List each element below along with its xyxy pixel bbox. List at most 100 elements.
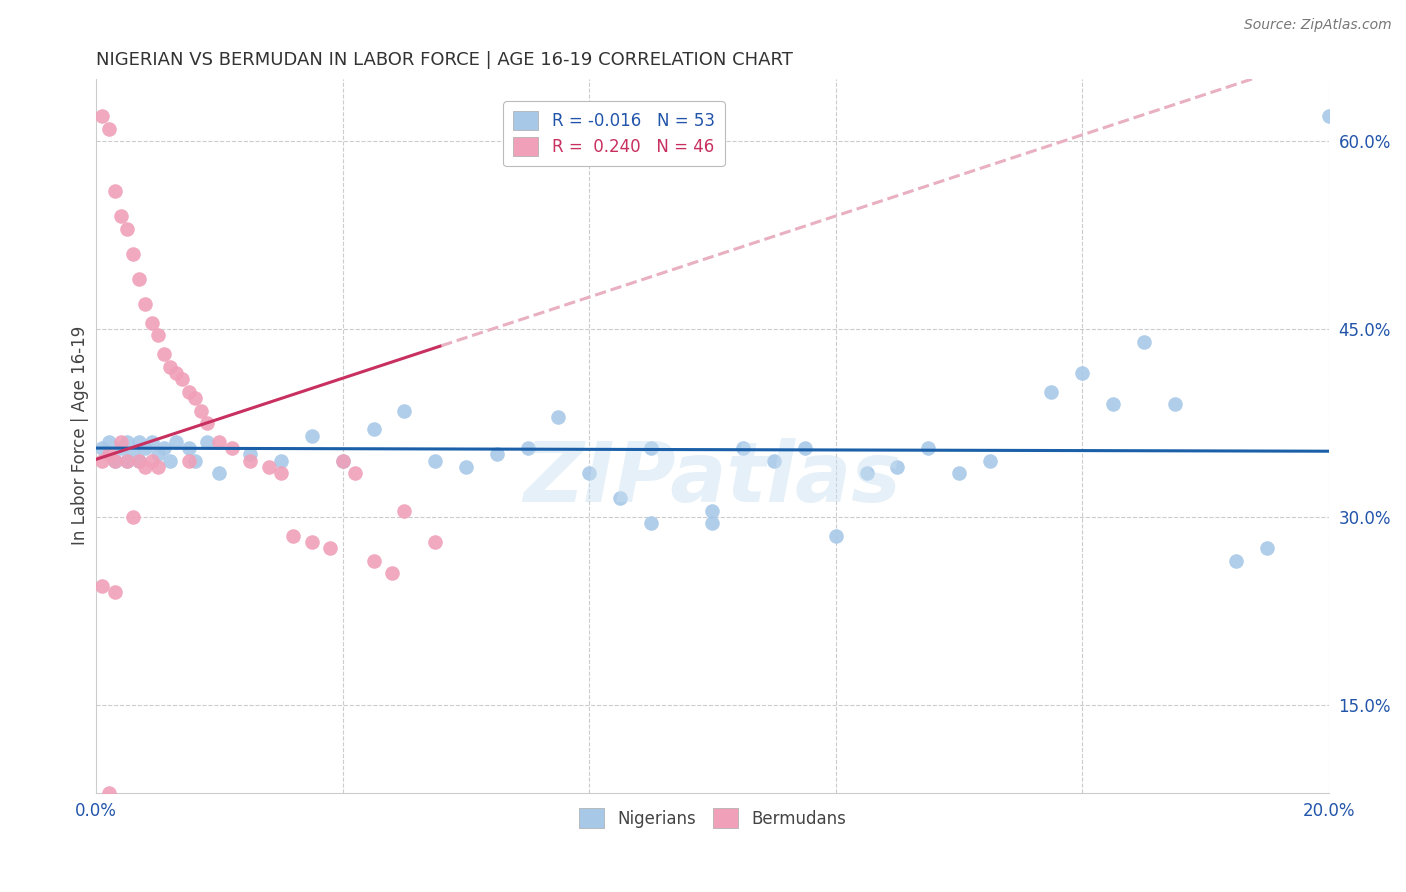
Point: [146, 459, 169, 474]
Point: [979, 453, 1001, 467]
Point: [886, 459, 908, 474]
Point: [283, 529, 305, 543]
Point: [332, 453, 354, 467]
Point: [172, 372, 194, 386]
Point: [141, 453, 163, 467]
Point: [115, 434, 138, 449]
Point: [1133, 334, 1156, 349]
Point: [454, 459, 477, 474]
Point: [423, 535, 446, 549]
Y-axis label: In Labor Force | Age 16-19: In Labor Force | Age 16-19: [72, 326, 89, 545]
Point: [177, 453, 200, 467]
Point: [115, 453, 138, 467]
Point: [190, 403, 212, 417]
Point: [516, 441, 538, 455]
Point: [165, 434, 187, 449]
Point: [97, 447, 120, 461]
Point: [134, 441, 156, 455]
Point: [702, 504, 724, 518]
Point: [159, 453, 181, 467]
Point: [177, 384, 200, 399]
Point: [159, 359, 181, 374]
Point: [128, 272, 150, 286]
Point: [948, 466, 970, 480]
Point: [547, 409, 569, 424]
Point: [195, 434, 218, 449]
Point: [1102, 397, 1125, 411]
Point: [363, 422, 385, 436]
Point: [332, 453, 354, 467]
Point: [793, 441, 815, 455]
Point: [97, 434, 120, 449]
Point: [270, 453, 292, 467]
Point: [609, 491, 631, 506]
Point: [134, 297, 156, 311]
Point: [1071, 366, 1094, 380]
Point: [141, 316, 163, 330]
Point: [134, 459, 156, 474]
Point: [301, 428, 323, 442]
Point: [128, 434, 150, 449]
Point: [128, 453, 150, 467]
Point: [122, 247, 145, 261]
Point: [146, 328, 169, 343]
Point: [184, 453, 207, 467]
Point: [208, 434, 231, 449]
Point: [301, 535, 323, 549]
Point: [91, 453, 114, 467]
Point: [855, 466, 877, 480]
Point: [91, 579, 114, 593]
Text: Source: ZipAtlas.com: Source: ZipAtlas.com: [1244, 18, 1392, 32]
Point: [1317, 109, 1340, 123]
Point: [122, 447, 145, 461]
Point: [97, 121, 120, 136]
Point: [917, 441, 939, 455]
Point: [394, 403, 416, 417]
Point: [104, 585, 127, 599]
Point: [128, 453, 150, 467]
Point: [640, 516, 662, 531]
Point: [146, 447, 169, 461]
Point: [1163, 397, 1185, 411]
Point: [91, 109, 114, 123]
Legend: Nigerians, Bermudans: Nigerians, Bermudans: [572, 802, 852, 834]
Point: [640, 441, 662, 455]
Point: [195, 416, 218, 430]
Text: ZIPatlas: ZIPatlas: [523, 438, 901, 519]
Point: [239, 447, 262, 461]
Point: [319, 541, 342, 556]
Point: [423, 453, 446, 467]
Point: [115, 453, 138, 467]
Point: [122, 510, 145, 524]
Point: [702, 516, 724, 531]
Point: [824, 529, 846, 543]
Point: [485, 447, 508, 461]
Point: [733, 441, 755, 455]
Point: [763, 453, 786, 467]
Point: [153, 441, 176, 455]
Point: [1256, 541, 1278, 556]
Point: [578, 466, 600, 480]
Point: [381, 566, 404, 581]
Point: [91, 441, 114, 455]
Point: [177, 441, 200, 455]
Point: [110, 210, 132, 224]
Point: [104, 453, 127, 467]
Point: [221, 441, 243, 455]
Point: [104, 184, 127, 198]
Point: [110, 434, 132, 449]
Text: NIGERIAN VS BERMUDAN IN LABOR FORCE | AGE 16-19 CORRELATION CHART: NIGERIAN VS BERMUDAN IN LABOR FORCE | AG…: [96, 51, 793, 69]
Point: [1225, 554, 1247, 568]
Point: [115, 222, 138, 236]
Point: [239, 453, 262, 467]
Point: [153, 347, 176, 361]
Point: [1040, 384, 1063, 399]
Point: [97, 786, 120, 800]
Point: [257, 459, 280, 474]
Point: [363, 554, 385, 568]
Point: [104, 453, 127, 467]
Point: [141, 434, 163, 449]
Point: [208, 466, 231, 480]
Point: [270, 466, 292, 480]
Point: [165, 366, 187, 380]
